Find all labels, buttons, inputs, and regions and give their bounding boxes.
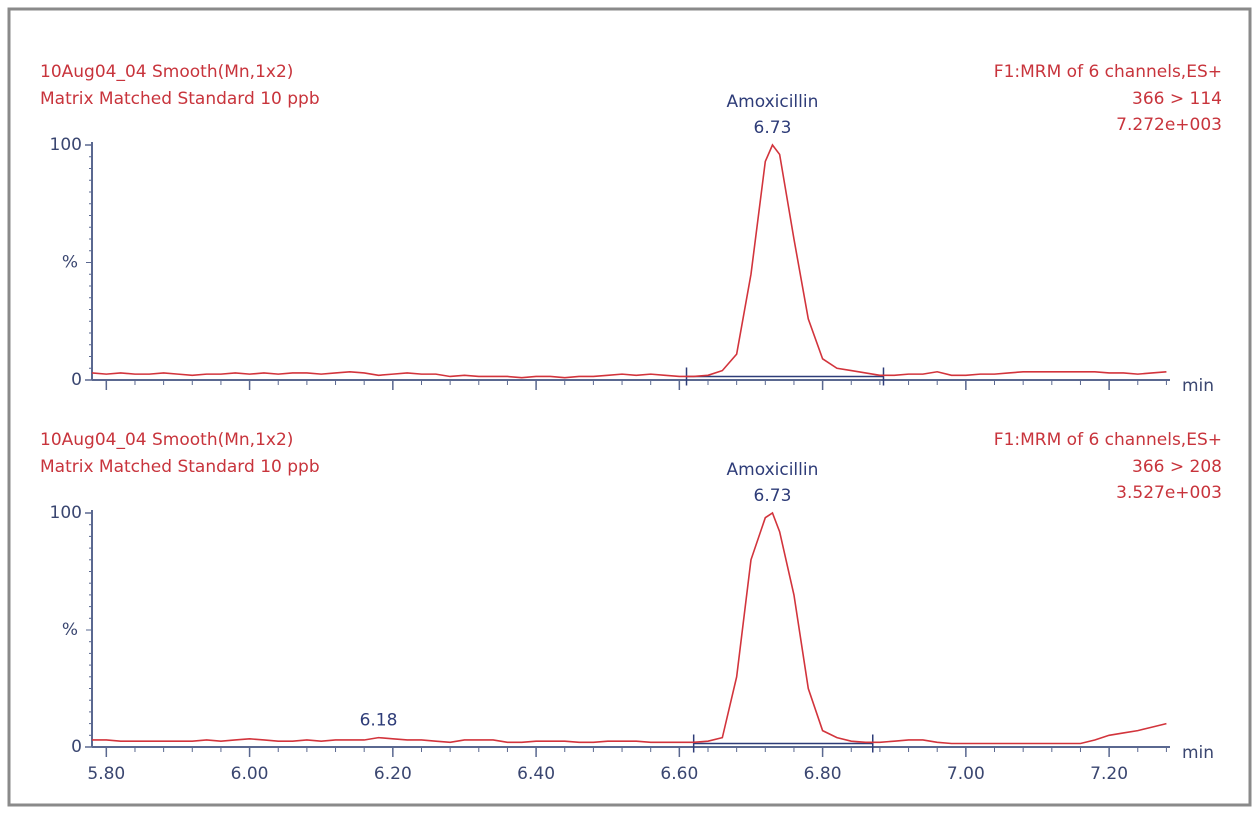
trace-subtitle: Matrix Matched Standard 10 ppb xyxy=(40,89,320,109)
x-axis-label: min xyxy=(1182,743,1214,763)
trace-subtitle: Matrix Matched Standard 10 ppb xyxy=(40,457,320,477)
y-tick-label: 100 xyxy=(50,503,82,523)
intensity-label: 3.527e+003 xyxy=(1116,483,1222,503)
trace-title: 10Aug04_04 Smooth(Mn,1x2) xyxy=(40,430,293,450)
transition-label: 366 > 208 xyxy=(1132,457,1222,477)
y-axis-label: % xyxy=(62,253,78,273)
x-tick-label: 6.00 xyxy=(231,764,269,784)
y-tick-label: 0 xyxy=(71,370,82,390)
y-tick-label: 100 xyxy=(50,135,82,155)
trace-title: 10Aug04_04 Smooth(Mn,1x2) xyxy=(40,62,293,82)
peak-rt-label: 6.73 xyxy=(754,486,792,506)
transition-label: 366 > 114 xyxy=(1132,89,1222,109)
peak-name-label: Amoxicillin xyxy=(727,92,819,112)
y-axis-label: % xyxy=(62,620,78,640)
peak-rt-label: 6.73 xyxy=(754,118,792,138)
x-tick-label: 6.80 xyxy=(804,764,842,784)
peak-rt-label: 6.18 xyxy=(360,711,398,731)
x-axis-label: min xyxy=(1182,376,1214,396)
function-label: F1:MRM of 6 channels,ES+ xyxy=(994,62,1222,82)
function-label: F1:MRM of 6 channels,ES+ xyxy=(994,430,1222,450)
x-tick-label: 6.60 xyxy=(660,764,698,784)
x-tick-label: 5.80 xyxy=(87,764,125,784)
y-tick-label: 0 xyxy=(71,737,82,757)
trace-line xyxy=(91,143,1167,379)
intensity-label: 7.272e+003 xyxy=(1116,115,1222,135)
x-tick-label: 6.20 xyxy=(374,764,412,784)
x-tick-label: 7.20 xyxy=(1090,764,1128,784)
x-tick-label: 7.00 xyxy=(947,764,985,784)
peak-name-label: Amoxicillin xyxy=(727,460,819,480)
x-tick-label: 6.40 xyxy=(517,764,555,784)
frame xyxy=(7,7,1252,807)
trace-line xyxy=(92,511,1167,745)
